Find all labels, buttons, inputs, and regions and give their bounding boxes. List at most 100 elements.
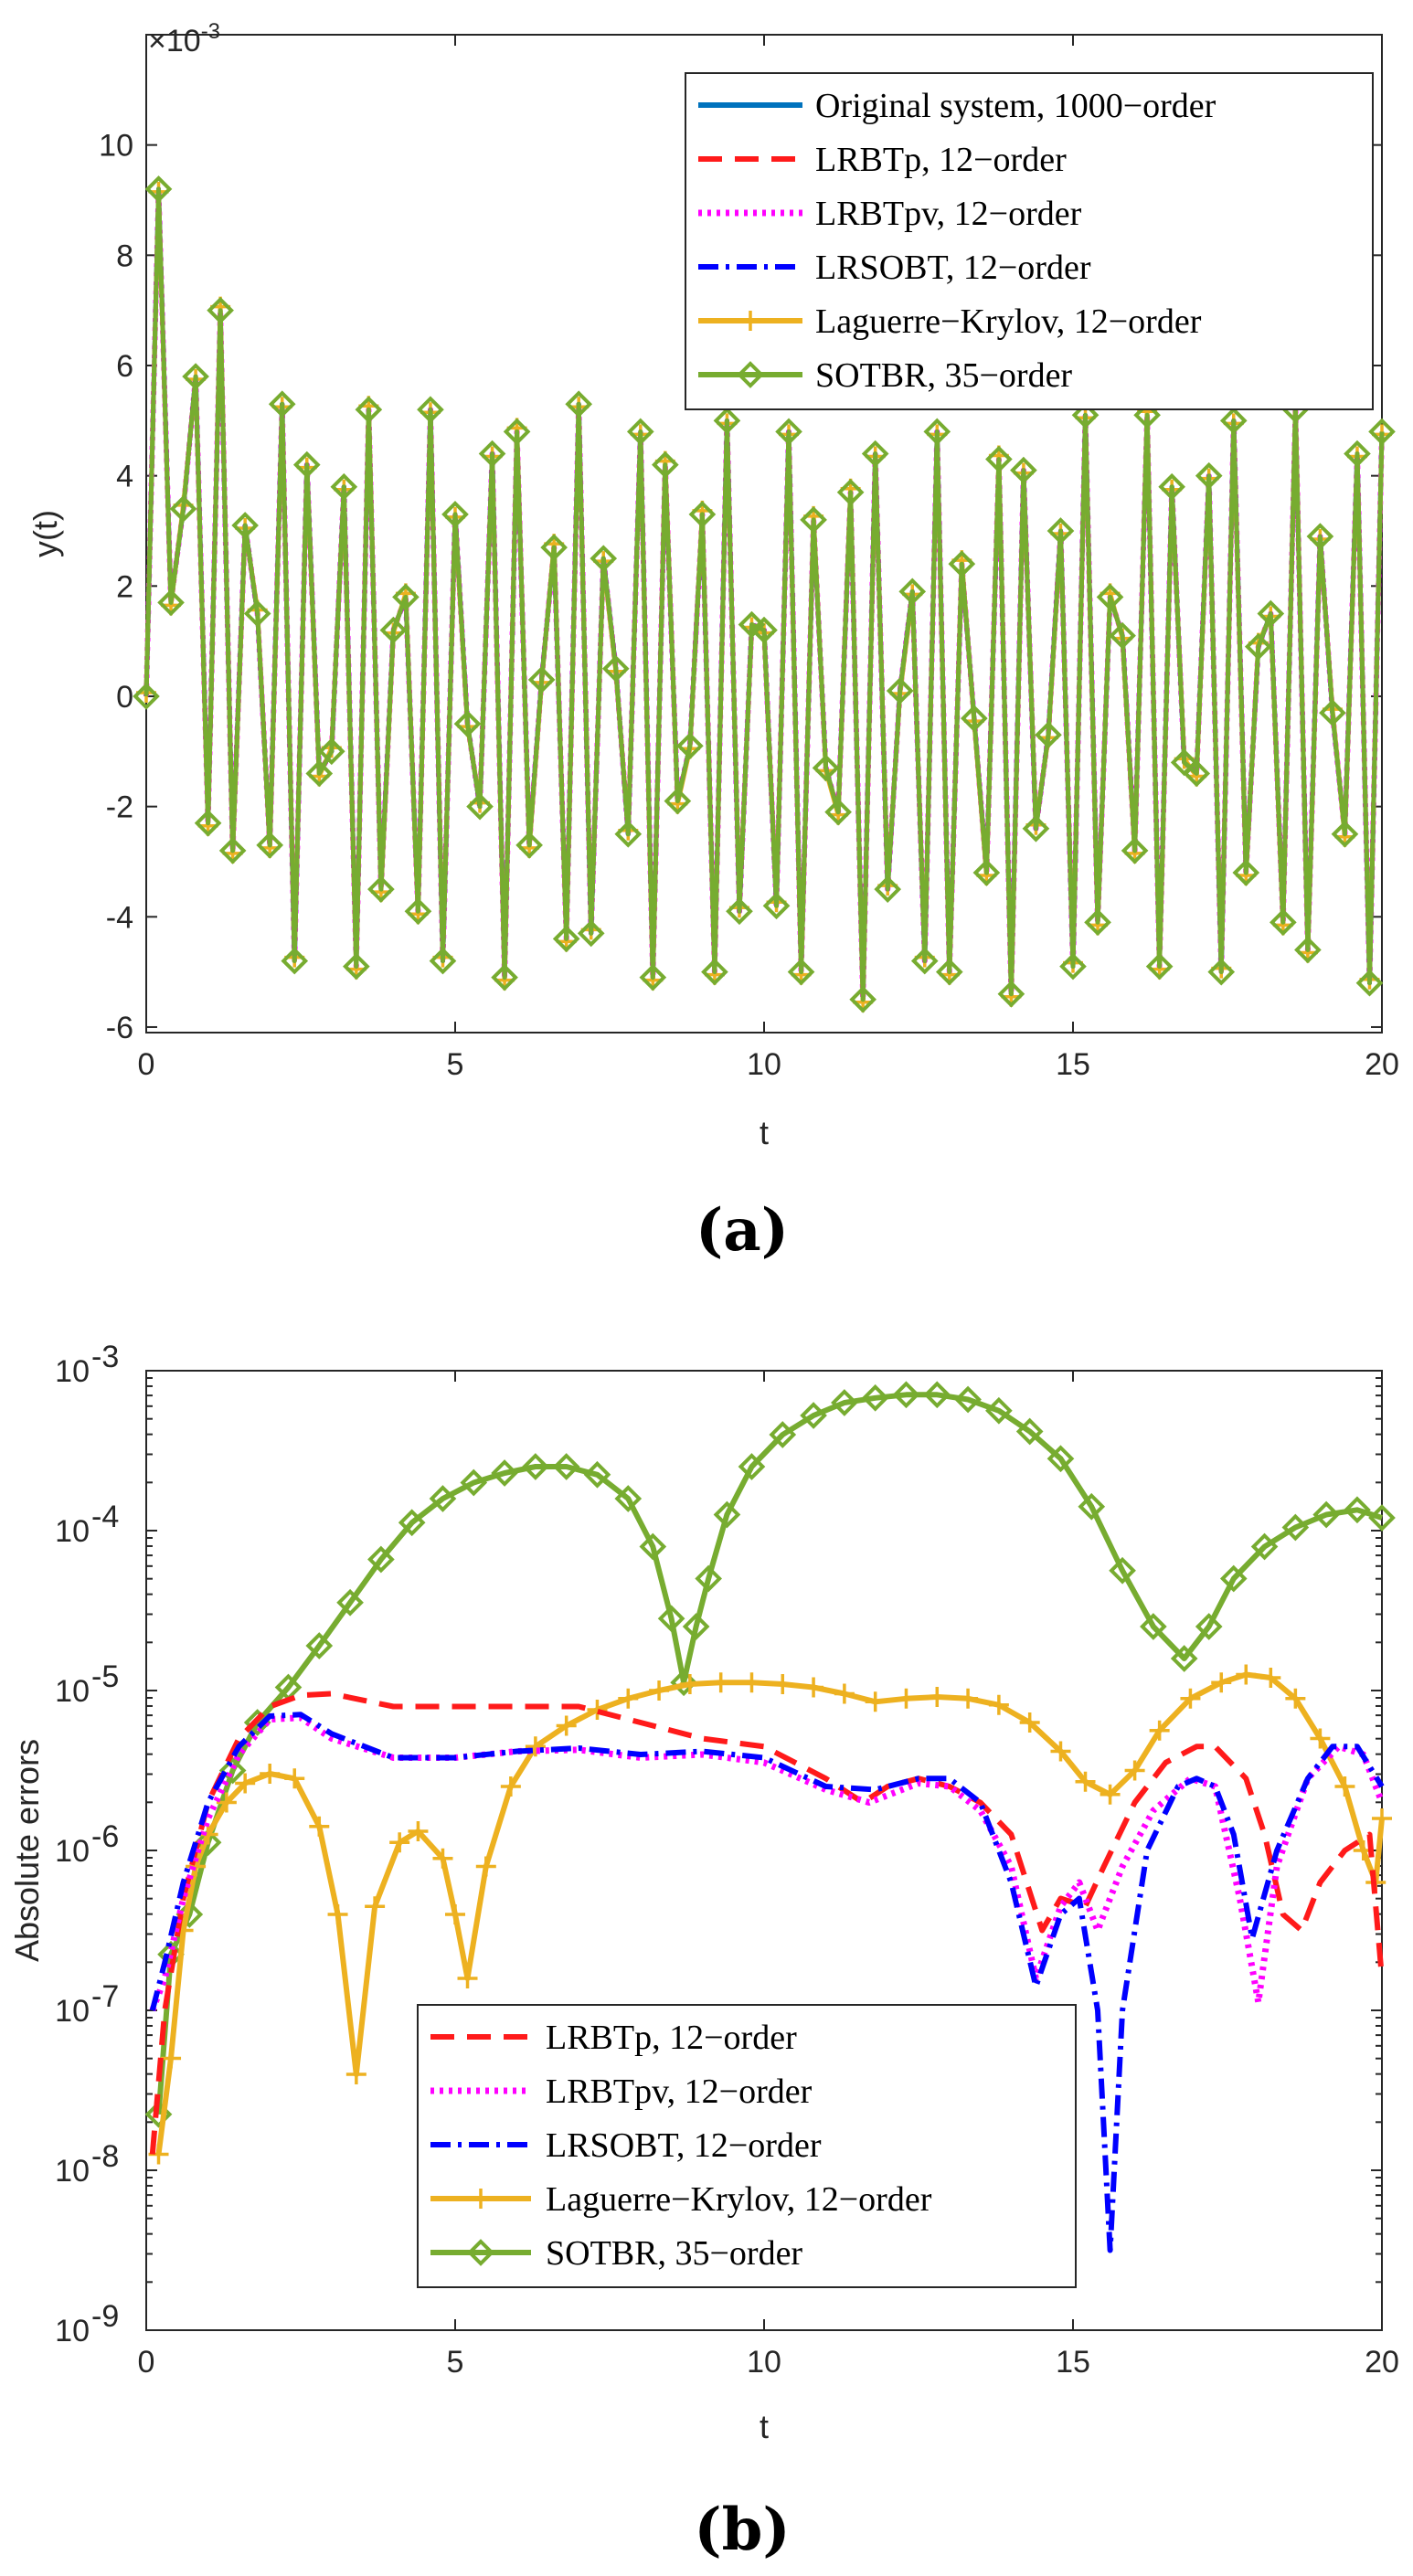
a-series-5-point-28 xyxy=(478,440,506,468)
b-ytick-power-6: -3 xyxy=(91,1340,119,1374)
b-series-3-point-27 xyxy=(741,1672,762,1693)
a-legend-marker-5 xyxy=(737,361,764,388)
a-series-5-point-68 xyxy=(972,859,1001,886)
panel-a-x-label: t xyxy=(760,1114,769,1151)
a-series-5-point-22 xyxy=(404,897,432,926)
b-series-3-point-44 xyxy=(1236,1664,1257,1685)
a-series-5-point-36 xyxy=(577,919,605,948)
b-series-3-point-14 xyxy=(408,1821,429,1841)
a-ytick-label-0: -6 xyxy=(106,1011,133,1045)
b-series-3-point-20 xyxy=(525,1736,546,1757)
a-series-5-point-76 xyxy=(1071,401,1100,429)
a-legend-label-3: LRSOBT, 12−order xyxy=(815,249,1091,287)
a-ytick-label-1: -4 xyxy=(106,900,133,935)
b-ytick-power-1: -8 xyxy=(91,2139,119,2174)
b-ytick-power-5: -4 xyxy=(91,1500,119,1534)
b-series-3-point-22 xyxy=(587,1700,608,1720)
a-series-5-point-17 xyxy=(343,952,370,981)
a-series-5-point-6 xyxy=(207,296,234,324)
a-series-5-point-61 xyxy=(886,677,914,705)
panel-a-exponent-label: ×10-3 xyxy=(148,19,220,58)
a-series-5-point-70 xyxy=(997,980,1025,1008)
b-series-4-point-28 xyxy=(861,1383,889,1412)
a-ytick-label-3: 0 xyxy=(116,680,133,715)
b-series-4-point-3 xyxy=(194,1829,222,1857)
a-series-5-point-54 xyxy=(800,506,827,534)
b-series-3-point-10 xyxy=(327,1904,348,1924)
a-series-5-point-50 xyxy=(750,616,778,644)
b-series-3-point-12 xyxy=(365,1896,386,1917)
b-series-4-point-17 xyxy=(614,1485,643,1512)
b-ytick-label-6: 10 xyxy=(55,1354,90,1389)
a-series-5-point-42 xyxy=(652,451,679,479)
b-series-3-point-38 xyxy=(1075,1771,1096,1792)
b-series-3-point-32 xyxy=(896,1688,917,1709)
b-legend-label-2: LRSOBT, 12−order xyxy=(546,2126,822,2165)
a-series-5-point-91 xyxy=(1257,599,1285,628)
b-xtick-label-1: 5 xyxy=(447,2345,464,2380)
a-series-5-point-26 xyxy=(453,710,482,737)
a-legend-label-5: SOTBR, 35−order xyxy=(815,356,1072,395)
panel-b: 0 5 10 15 20 10-910-810-710-610-510-410-3 t … xyxy=(8,1340,1399,2564)
a-series-5-point-100 xyxy=(1368,418,1396,446)
a-xtick-label-1: 5 xyxy=(447,1047,464,1082)
a-legend-marker-4 xyxy=(740,311,760,331)
b-series-line-3 xyxy=(155,1671,1385,2155)
a-xtick-label-0: 0 xyxy=(138,1047,155,1082)
a-series-5-point-49 xyxy=(738,610,766,639)
b-series-3-point-26 xyxy=(710,1672,731,1693)
b-series-4-point-31 xyxy=(954,1385,982,1414)
b-series-3-point-31 xyxy=(865,1691,886,1712)
a-legend-label-4: Laguerre−Krylov, 12−order xyxy=(815,302,1202,341)
b-series-4-point-44 xyxy=(1344,1496,1371,1524)
a-series-5-point-63 xyxy=(910,947,939,975)
b-series-3-point-24 xyxy=(649,1680,670,1701)
b-series-3-point-8 xyxy=(284,1768,305,1789)
b-series-3-point-11 xyxy=(345,2064,367,2084)
a-series-5-point-59 xyxy=(861,440,889,468)
b-series-4-point-38 xyxy=(1170,1645,1198,1672)
panel-b-caption: (b) xyxy=(694,2496,790,2564)
a-series-5-point-16 xyxy=(330,472,358,501)
a-series-5-point-46 xyxy=(701,958,728,986)
b-ytick-power-3: -6 xyxy=(91,1819,119,1854)
b-series-4-point-15 xyxy=(552,1453,580,1480)
a-series-5-point-48 xyxy=(726,897,753,926)
a-legend-label-1: LRBTp, 12−order xyxy=(815,141,1067,179)
b-series-4-point-23 xyxy=(713,1500,741,1529)
a-series-5-point-71 xyxy=(1010,456,1037,484)
b-series-4-point-43 xyxy=(1312,1500,1340,1529)
a-ytick-label-5: 4 xyxy=(116,460,133,494)
a-series-5-point-72 xyxy=(1022,814,1050,843)
b-legend-label-1: LRBTpv, 12−order xyxy=(546,2072,813,2111)
a-ytick-label-8: 10 xyxy=(99,129,133,164)
b-series-3-point-9 xyxy=(309,1816,330,1837)
a-series-5-point-77 xyxy=(1084,908,1111,937)
a-series-5-point-4 xyxy=(182,363,209,390)
b-series-3-point-43 xyxy=(1211,1672,1232,1693)
a-ytick-label-2: -2 xyxy=(106,790,133,825)
a-series-5-point-11 xyxy=(268,390,296,419)
a-series-5-point-44 xyxy=(676,732,704,760)
panel-a-caption: (a) xyxy=(696,1196,789,1265)
a-series-5-point-9 xyxy=(243,599,271,628)
a-series-5-point-82 xyxy=(1145,952,1174,981)
a-series-5-point-47 xyxy=(713,407,741,435)
b-series-line-1 xyxy=(149,1714,1386,2012)
b-ytick-label-1: 10 xyxy=(55,2154,90,2189)
a-legend-label-2: LRBTpv, 12−order xyxy=(815,195,1082,233)
b-series-4-point-27 xyxy=(831,1389,858,1416)
a-series-5-point-64 xyxy=(923,418,951,446)
a-series-5-point-15 xyxy=(317,737,345,766)
a-series-5-point-81 xyxy=(1133,401,1161,429)
b-legend-label-3: Laguerre−Krylov, 12−order xyxy=(546,2180,932,2219)
b-series-4-point-34 xyxy=(1046,1445,1075,1473)
a-ytick-label-4: 2 xyxy=(116,569,133,604)
b-series-3-point-36 xyxy=(1019,1712,1040,1733)
b-series-3-point-17 xyxy=(457,1968,478,1988)
b-series-4-point-39 xyxy=(1195,1613,1223,1640)
b-ytick-label-4: 10 xyxy=(55,1674,90,1709)
a-series-5-point-95 xyxy=(1306,523,1334,550)
b-series-line-4 xyxy=(155,1392,1383,2115)
b-series-3-point-29 xyxy=(803,1677,824,1698)
